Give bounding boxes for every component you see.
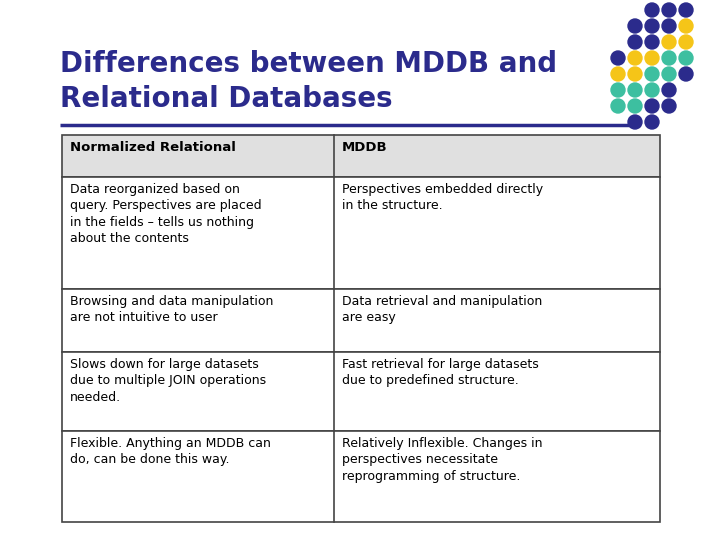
Circle shape — [645, 83, 659, 97]
Circle shape — [628, 35, 642, 49]
Circle shape — [679, 67, 693, 81]
Circle shape — [662, 67, 676, 81]
Circle shape — [611, 99, 625, 113]
Circle shape — [662, 3, 676, 17]
Circle shape — [645, 99, 659, 113]
Bar — [62, 288, 660, 352]
Bar — [62, 352, 660, 430]
Text: Data retrieval and manipulation
are easy: Data retrieval and manipulation are easy — [342, 294, 542, 324]
Circle shape — [628, 67, 642, 81]
Text: Perspectives embedded directly
in the structure.: Perspectives embedded directly in the st… — [342, 183, 543, 212]
Bar — [62, 430, 660, 522]
Circle shape — [611, 83, 625, 97]
Circle shape — [645, 51, 659, 65]
Circle shape — [628, 115, 642, 129]
Circle shape — [645, 3, 659, 17]
Bar — [62, 135, 660, 177]
Text: Data reorganized based on
query. Perspectives are placed
in the fields – tells u: Data reorganized based on query. Perspec… — [70, 183, 261, 245]
Circle shape — [628, 51, 642, 65]
Circle shape — [662, 35, 676, 49]
Text: MDDB: MDDB — [342, 141, 387, 154]
Text: Slows down for large datasets
due to multiple JOIN operations
needed.: Slows down for large datasets due to mul… — [70, 358, 266, 404]
Circle shape — [611, 67, 625, 81]
Circle shape — [679, 35, 693, 49]
Circle shape — [679, 51, 693, 65]
Circle shape — [679, 19, 693, 33]
Circle shape — [662, 51, 676, 65]
Circle shape — [662, 83, 676, 97]
Text: Flexible. Anything an MDDB can
do, can be done this way.: Flexible. Anything an MDDB can do, can b… — [70, 437, 271, 466]
Circle shape — [662, 19, 676, 33]
Circle shape — [628, 83, 642, 97]
Circle shape — [645, 67, 659, 81]
Text: Normalized Relational: Normalized Relational — [70, 141, 236, 154]
Circle shape — [628, 99, 642, 113]
Circle shape — [662, 99, 676, 113]
Circle shape — [611, 51, 625, 65]
Circle shape — [679, 3, 693, 17]
Text: Relatively Inflexible. Changes in
perspectives necessitate
reprogramming of stru: Relatively Inflexible. Changes in perspe… — [342, 437, 543, 483]
Bar — [62, 177, 660, 288]
Text: Differences between MDDB and: Differences between MDDB and — [60, 50, 557, 78]
Circle shape — [645, 19, 659, 33]
Text: Fast retrieval for large datasets
due to predefined structure.: Fast retrieval for large datasets due to… — [342, 358, 539, 388]
Circle shape — [645, 115, 659, 129]
Circle shape — [645, 35, 659, 49]
Text: Browsing and data manipulation
are not intuitive to user: Browsing and data manipulation are not i… — [70, 294, 274, 324]
Circle shape — [628, 19, 642, 33]
Text: Relational Databases: Relational Databases — [60, 85, 392, 113]
